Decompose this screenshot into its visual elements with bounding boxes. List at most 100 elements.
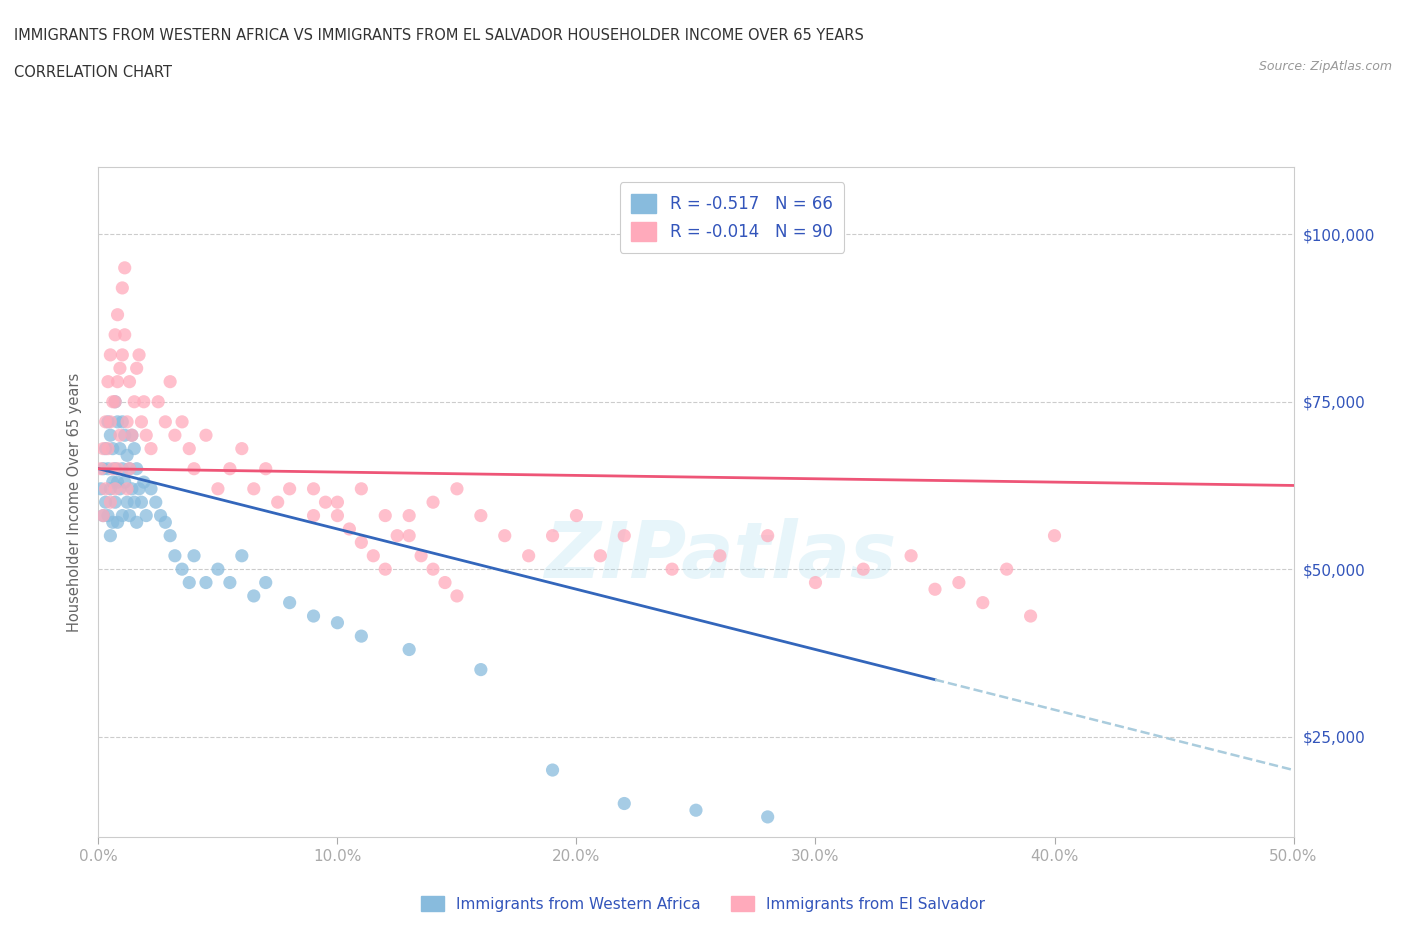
Point xyxy=(107,307,129,322)
Legend: Immigrants from Western Africa, Immigrants from El Salvador: Immigrants from Western Africa, Immigran… xyxy=(415,889,991,918)
Point xyxy=(179,575,201,590)
Point xyxy=(756,809,779,824)
Point xyxy=(108,482,131,497)
Point xyxy=(565,508,588,523)
Point xyxy=(149,508,172,523)
Point xyxy=(422,562,444,577)
Point xyxy=(374,562,396,577)
Point xyxy=(107,374,129,389)
Point xyxy=(163,549,186,564)
Point xyxy=(900,549,922,564)
Point xyxy=(139,441,162,456)
Point xyxy=(350,629,373,644)
Point xyxy=(132,394,155,409)
Point xyxy=(107,415,129,430)
Y-axis label: Householder Income Over 65 years: Householder Income Over 65 years xyxy=(67,373,83,631)
Point xyxy=(97,374,120,389)
Point xyxy=(111,461,134,476)
Point xyxy=(326,508,349,523)
Point xyxy=(709,549,731,564)
Point xyxy=(139,482,162,497)
Point xyxy=(756,528,779,543)
Point xyxy=(852,562,875,577)
Point xyxy=(446,589,468,604)
Point xyxy=(90,482,112,497)
Legend: R = -0.517   N = 66, R = -0.014   N = 90: R = -0.517 N = 66, R = -0.014 N = 90 xyxy=(620,182,844,253)
Point xyxy=(115,495,138,510)
Point xyxy=(172,415,194,430)
Point xyxy=(470,662,492,677)
Point xyxy=(108,441,131,456)
Point xyxy=(350,535,373,550)
Point xyxy=(124,394,146,409)
Point xyxy=(97,441,120,456)
Point xyxy=(94,415,117,430)
Point xyxy=(98,495,122,510)
Point xyxy=(613,796,636,811)
Text: CORRELATION CHART: CORRELATION CHART xyxy=(14,65,172,80)
Point xyxy=(111,508,134,523)
Point xyxy=(97,415,120,430)
Point xyxy=(267,495,290,510)
Point xyxy=(155,415,177,430)
Point xyxy=(97,461,120,476)
Point xyxy=(114,428,136,443)
Point xyxy=(104,461,127,476)
Point xyxy=(231,549,253,564)
Point xyxy=(94,482,117,497)
Point xyxy=(104,394,127,409)
Point xyxy=(231,441,253,456)
Point xyxy=(183,461,205,476)
Point xyxy=(101,441,124,456)
Point xyxy=(104,327,127,342)
Point xyxy=(121,428,143,443)
Point xyxy=(114,327,136,342)
Point xyxy=(995,562,1018,577)
Point xyxy=(422,495,444,510)
Point xyxy=(433,575,456,590)
Point xyxy=(278,595,301,610)
Point xyxy=(135,428,157,443)
Point xyxy=(398,508,420,523)
Point xyxy=(159,528,181,543)
Point xyxy=(107,515,129,530)
Point xyxy=(446,482,468,497)
Point xyxy=(350,482,373,497)
Point xyxy=(159,374,181,389)
Point xyxy=(302,482,325,497)
Point xyxy=(494,528,516,543)
Point xyxy=(804,575,827,590)
Point xyxy=(90,461,112,476)
Point xyxy=(132,474,155,489)
Point xyxy=(302,508,325,523)
Point xyxy=(541,763,564,777)
Text: Source: ZipAtlas.com: Source: ZipAtlas.com xyxy=(1258,60,1392,73)
Point xyxy=(98,482,122,497)
Point xyxy=(398,642,420,657)
Point xyxy=(104,482,127,497)
Point xyxy=(125,361,148,376)
Point xyxy=(219,575,242,590)
Point xyxy=(107,461,129,476)
Point xyxy=(661,562,683,577)
Point xyxy=(183,549,205,564)
Point xyxy=(114,474,136,489)
Point xyxy=(243,482,266,497)
Point xyxy=(541,528,564,543)
Point xyxy=(219,461,242,476)
Point xyxy=(135,508,157,523)
Point xyxy=(114,260,136,275)
Text: ZIPatlas: ZIPatlas xyxy=(544,518,896,593)
Point xyxy=(97,508,120,523)
Point xyxy=(517,549,540,564)
Point xyxy=(155,515,177,530)
Point xyxy=(101,515,124,530)
Point xyxy=(131,415,153,430)
Point xyxy=(315,495,337,510)
Point xyxy=(924,582,946,597)
Point xyxy=(115,448,138,463)
Point xyxy=(972,595,994,610)
Point xyxy=(326,616,349,631)
Point xyxy=(207,562,229,577)
Point xyxy=(589,549,612,564)
